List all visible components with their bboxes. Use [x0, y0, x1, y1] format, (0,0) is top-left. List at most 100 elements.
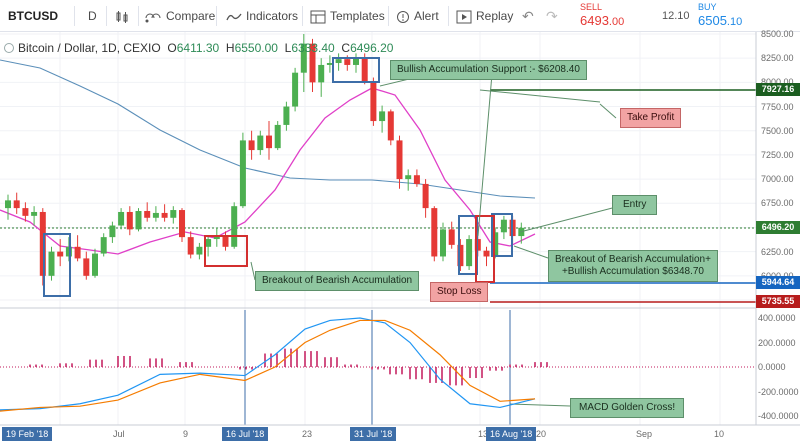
candle-body [92, 253, 98, 276]
price-axis-label: 7000.00 [761, 174, 794, 185]
compare-button[interactable]: Compare [144, 0, 215, 32]
candle-body [118, 211, 125, 226]
candle-body [196, 246, 203, 255]
macd-axis-label: 0.0000 [758, 362, 786, 372]
candle-body [379, 111, 386, 122]
toolbar-divider [74, 6, 75, 26]
date-tag-start: 19 Feb '18 [2, 427, 53, 441]
candle-body [274, 124, 281, 149]
toolbar-divider [106, 6, 107, 26]
candle-body [187, 237, 194, 255]
time-label-20: 20 [536, 429, 547, 439]
candle-body [222, 235, 229, 247]
connector-line [513, 245, 549, 259]
templates-label: Templates [330, 9, 385, 23]
connector-line [509, 403, 571, 407]
templates-button[interactable]: Templates [310, 0, 385, 32]
candle-body [266, 135, 272, 149]
time-label-13: 13 [478, 429, 489, 439]
indicators-icon [226, 13, 242, 21]
macd-cross-note[interactable]: MACD Golden Cross! [570, 398, 685, 418]
candle-body [440, 229, 446, 257]
alert-label: Alert [414, 9, 439, 23]
breakout-combined-note[interactable]: Breakout of Bearish Accumulation+ +Bulli… [548, 250, 718, 282]
connector-line [479, 89, 601, 103]
price-chart[interactable] [0, 32, 800, 442]
candle-body [13, 200, 20, 209]
candle-body [48, 251, 55, 276]
price-axis-label: 7250.00 [761, 149, 794, 160]
legend-status-icon [4, 43, 14, 53]
indicators-button[interactable]: Indicators [226, 0, 298, 32]
annotation-connectors [250, 73, 621, 407]
candle-body [170, 210, 177, 218]
candle-body [326, 63, 333, 65]
connector-line [519, 205, 621, 233]
price-axis-label: 8250.00 [761, 53, 794, 64]
candle-body [309, 43, 316, 83]
time-label-9: 9 [183, 429, 189, 439]
date-tag-aug16: 16 Aug '18 [486, 427, 537, 441]
blue-accumulation-box [491, 213, 513, 257]
spread-value: 12.10 [662, 10, 690, 22]
symbol-legend[interactable]: Bitcoin / Dollar, 1D, CEXIO O6411.30 H65… [4, 41, 393, 55]
candle-body [179, 210, 185, 238]
undo-icon[interactable]: ↶ [522, 8, 534, 24]
compare-icon [145, 13, 161, 23]
alert-button[interactable]: Alert [396, 0, 439, 32]
candle-body [239, 140, 246, 207]
candle-body [483, 250, 490, 257]
buy-button[interactable]: BUY 6505.10 [698, 2, 798, 30]
ema-line [0, 87, 536, 255]
candle-body [126, 211, 133, 230]
breakout-combined-line2: +Bullish Accumulation $6348.70 [561, 266, 704, 277]
stop-loss-tag: 5735.55 [756, 295, 800, 308]
templates-icon [310, 10, 326, 24]
candle-body [387, 111, 394, 141]
candle-body [100, 237, 107, 254]
candle-body [5, 200, 11, 209]
candle-body [492, 232, 499, 257]
entry-note[interactable]: Entry [612, 195, 658, 215]
candles-icon [116, 10, 128, 23]
legend-close: 6496.20 [350, 41, 394, 55]
alert-icon [397, 10, 409, 23]
replay-button[interactable]: Replay [456, 0, 513, 32]
legend-open: 6411.30 [176, 41, 220, 55]
toolbar-divider [216, 6, 217, 26]
candle-body [205, 239, 212, 247]
breakout-bearish-note[interactable]: Breakout of Bearish Accumulation [255, 271, 420, 291]
sell-button[interactable]: SELL 6493.00 [580, 2, 680, 30]
low-level-tag: 5944.64 [756, 276, 800, 289]
macd-axis-label: -200.0000 [758, 386, 799, 397]
candle-body [431, 208, 438, 257]
legend-high-label: H [225, 41, 235, 55]
take-profit-note[interactable]: Take Profit [620, 108, 682, 128]
current-price-tag: 6496.20 [756, 221, 800, 234]
redo-icon[interactable]: ↷ [546, 8, 558, 24]
toolbar-divider [448, 6, 449, 26]
candle-body [361, 58, 368, 83]
chart-style-button[interactable] [114, 0, 134, 32]
candle-body [422, 183, 429, 209]
stop-loss-note[interactable]: Stop Loss [430, 282, 489, 302]
price-axis-label: 7750.00 [761, 101, 794, 112]
candle-body [74, 246, 81, 259]
toolbar-divider [138, 6, 139, 26]
time-label-10: 10 [714, 429, 725, 439]
candle-body [448, 229, 455, 245]
candle-body [109, 225, 116, 238]
macd-axis-label: -400.0000 [758, 411, 799, 421]
candle-body [344, 59, 351, 65]
compare-label: Compare [166, 9, 216, 23]
symbol-search[interactable]: BTCUSD [8, 9, 58, 23]
replay-icon [456, 10, 472, 24]
date-tag-jul16: 16 Jul '18 [222, 427, 269, 441]
support-note[interactable]: Bullish Accumulation Support :- $6208.40 [390, 60, 587, 80]
legend-low-label: L [284, 41, 292, 55]
date-tag-jul31: 31 Jul '18 [350, 427, 397, 441]
interval-button[interactable]: D [88, 9, 97, 23]
candle-body [466, 239, 473, 267]
time-label-sep: Sep [636, 429, 653, 439]
sell-price-small: .00 [608, 16, 625, 28]
